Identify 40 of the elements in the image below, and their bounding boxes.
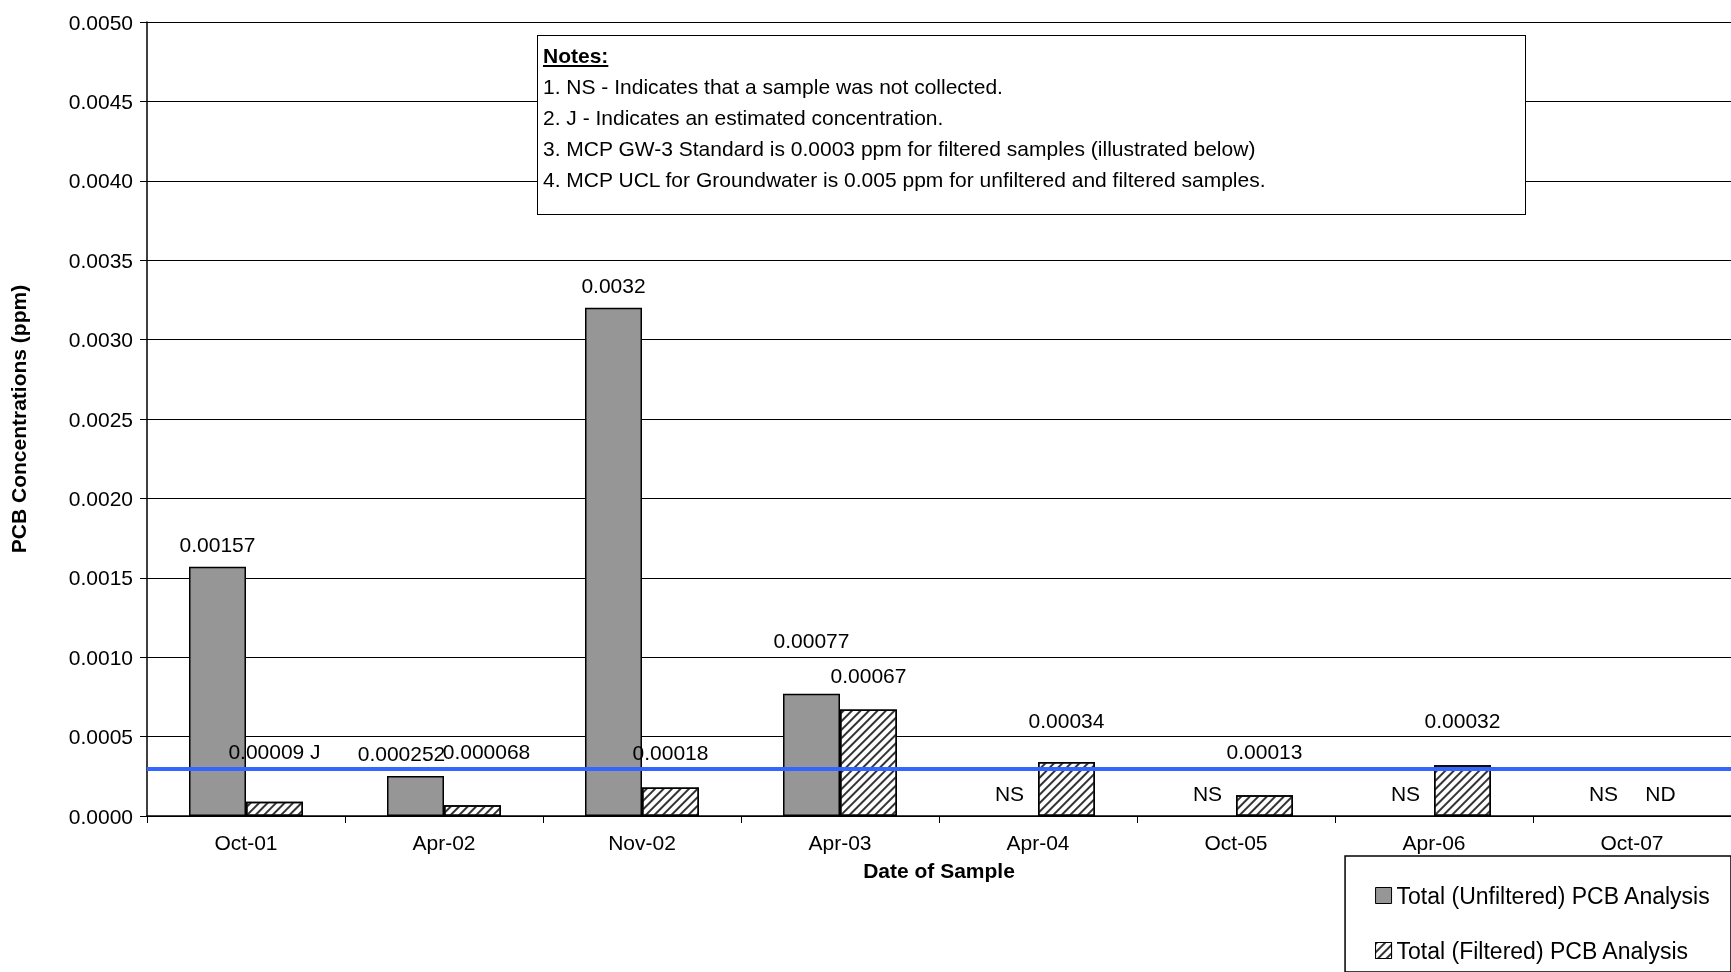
y-tick-label: 0.0010 bbox=[68, 645, 133, 669]
x-tick-label: Oct-05 bbox=[1204, 831, 1268, 854]
x-axis-title: Date of Sample bbox=[863, 859, 1015, 882]
annotation: 3. MCP GW-3 Standard is 0.0003 ppm for filtered samples (illustrated below) bbox=[543, 137, 1256, 160]
x-tick-label: Oct-01 bbox=[214, 831, 278, 854]
y-tick-label: 0.0000 bbox=[68, 804, 133, 828]
annotation: Notes: bbox=[543, 44, 609, 67]
y-tick-label: 0.0040 bbox=[68, 169, 133, 193]
y-tick-label: 0.0035 bbox=[68, 248, 133, 272]
y-tick-label: 0.0005 bbox=[68, 725, 133, 749]
y-tick-label: 0.0030 bbox=[68, 328, 133, 352]
y-tick-label: 0.0020 bbox=[68, 486, 133, 510]
annotation: 4. MCP UCL for Groundwater is 0.005 ppm for unfiltered and filtered samples. bbox=[543, 168, 1266, 191]
annotation: 2. J - Indicates an estimated concentration. bbox=[543, 106, 944, 129]
y-tick-label: 0.0045 bbox=[68, 89, 133, 113]
data-label: 0.00013 bbox=[1226, 740, 1303, 764]
x-tick-label: Nov-02 bbox=[608, 831, 676, 854]
legend-label: Total (Unfiltered) PCB Analysis bbox=[1396, 882, 1710, 909]
data-label: 0.00077 bbox=[773, 629, 850, 653]
text: NS bbox=[1390, 782, 1421, 805]
data-label: 0.00157 bbox=[179, 532, 256, 556]
data-label: 0.00067 bbox=[830, 663, 907, 687]
text: ND bbox=[1645, 782, 1676, 805]
text: NS bbox=[1192, 782, 1223, 805]
x-tick-label: Apr-06 bbox=[1402, 831, 1466, 854]
text: NS bbox=[994, 782, 1025, 805]
x-tick-label: Apr-02 bbox=[412, 831, 476, 854]
y-tick-label: 0.0050 bbox=[68, 10, 133, 34]
data-label: 0.0032 bbox=[581, 273, 646, 297]
data-label: 0.00032 bbox=[1424, 708, 1501, 732]
x-tick-label: Apr-04 bbox=[1006, 831, 1070, 854]
annotation: 1. NS - Indicates that a sample was not collected. bbox=[543, 75, 1003, 98]
y-tick-label: 0.0025 bbox=[68, 407, 133, 431]
x-tick-label: Oct-07 bbox=[1600, 831, 1664, 854]
legend-label: Total (Filtered) PCB Analysis bbox=[1396, 937, 1688, 964]
y-tick-label: 0.0015 bbox=[68, 566, 133, 590]
data-label: 0.00034 bbox=[1028, 708, 1105, 732]
y-axis-title: PCB Concentrations (ppm) bbox=[7, 284, 30, 554]
text: NS bbox=[1588, 782, 1619, 805]
x-tick-label: Apr-03 bbox=[808, 831, 872, 854]
